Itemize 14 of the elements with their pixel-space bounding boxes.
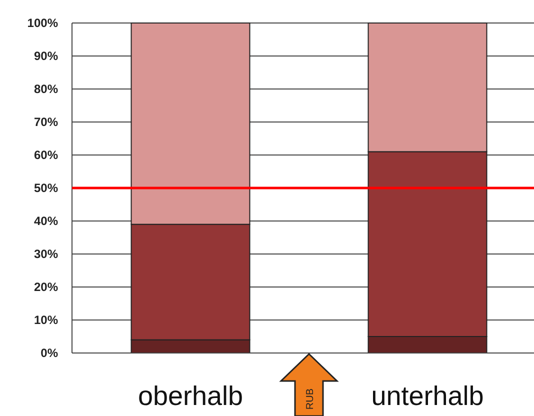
y-tick-label: 30% <box>34 246 58 261</box>
x-tick-label: oberhalb <box>138 381 244 411</box>
y-tick-label: 80% <box>34 82 58 96</box>
y-tick-label: 60% <box>34 148 58 162</box>
y-tick-label: 40% <box>34 214 58 228</box>
y-tick-label: 50% <box>34 180 58 195</box>
y-tick-label: 20% <box>34 280 58 294</box>
y-tick-label: 0% <box>40 346 58 360</box>
y-tick-label: 70% <box>34 114 58 129</box>
x-tick-label: unterhalb <box>371 381 484 411</box>
y-tick-label: 90% <box>34 48 58 63</box>
y-tick-label: 100% <box>27 16 58 30</box>
y-tick-label: 10% <box>34 312 58 327</box>
text: RUB <box>305 388 316 410</box>
